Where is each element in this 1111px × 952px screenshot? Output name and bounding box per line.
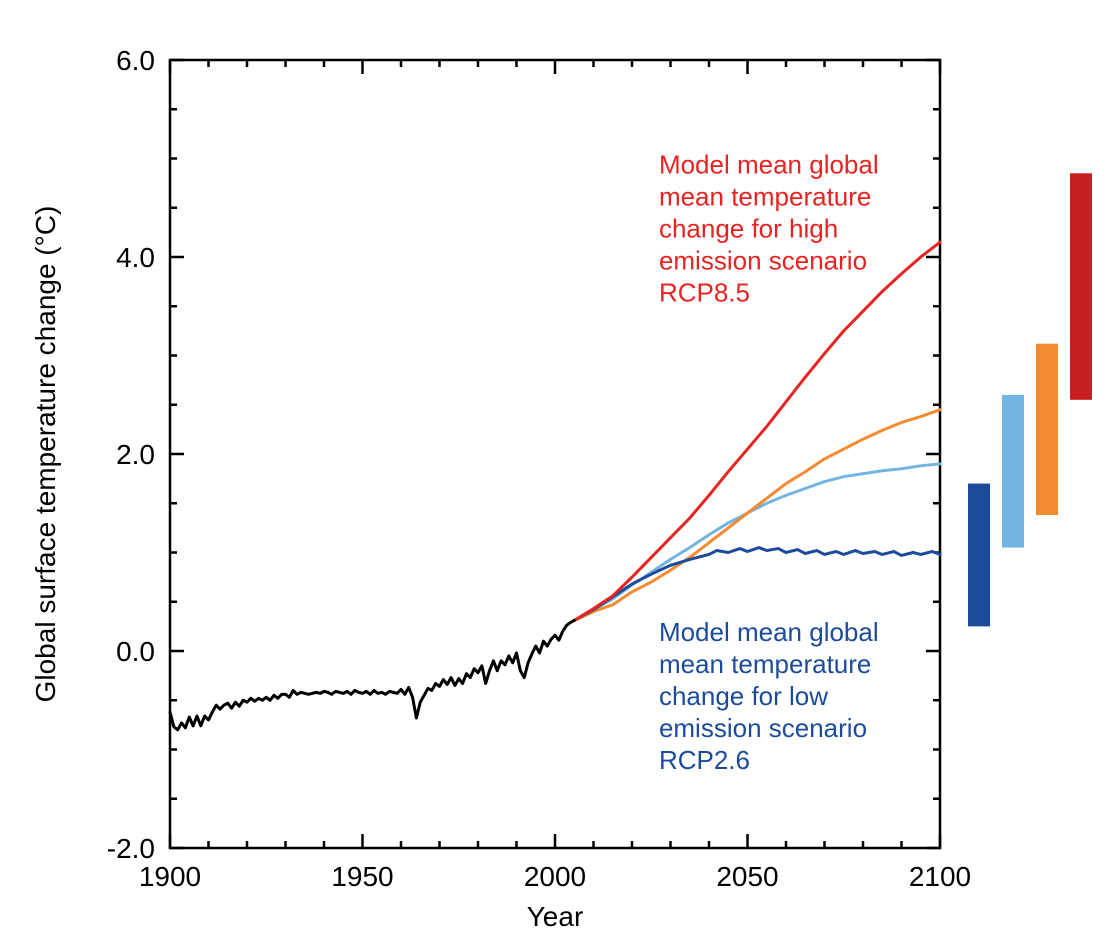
chart-background xyxy=(0,0,1111,952)
annotation-low-line: emission scenario xyxy=(659,713,867,743)
y-tick-label: -2.0 xyxy=(107,833,155,864)
y-tick-label: 2.0 xyxy=(116,439,155,470)
y-tick-label: 6.0 xyxy=(116,45,155,76)
x-tick-label: 2100 xyxy=(909,861,971,892)
x-tick-label: 2000 xyxy=(524,861,586,892)
y-tick-label: 4.0 xyxy=(116,242,155,273)
y-tick-label: 0.0 xyxy=(116,636,155,667)
y-axis-label: Global surface temperature change (°C) xyxy=(30,206,61,703)
annotation-low-line: RCP2.6 xyxy=(659,745,750,775)
temperature-chart: 1900 1950 2000 2050 2100 -2.0 0.0 2.0 4.0 6.0 Year… xyxy=(0,0,1111,952)
annotation-low-line: change for low xyxy=(659,681,828,711)
rcp45-range xyxy=(1002,395,1024,548)
x-axis-label: Year xyxy=(527,901,584,932)
annotation-low-line: mean temperature xyxy=(659,649,871,679)
annotation-high-line: Model mean global xyxy=(659,149,879,179)
annotation-high-line: mean temperature xyxy=(659,181,871,211)
annotation-high-line: RCP8.5 xyxy=(659,277,750,307)
rcp26-range xyxy=(968,484,990,627)
x-tick-label: 2050 xyxy=(716,861,778,892)
x-tick-label: 1950 xyxy=(331,861,393,892)
annotation-low-line: Model mean global xyxy=(659,617,879,647)
chart-container: 1900 1950 2000 2050 2100 -2.0 0.0 2.0 4.0 6.0 Year… xyxy=(0,0,1111,952)
rcp60-range xyxy=(1036,344,1058,515)
annotation-high-line: emission scenario xyxy=(659,245,867,275)
annotation-high-line: change for high xyxy=(659,213,838,243)
x-tick-label: 1900 xyxy=(139,861,201,892)
rcp85-range xyxy=(1070,173,1092,400)
